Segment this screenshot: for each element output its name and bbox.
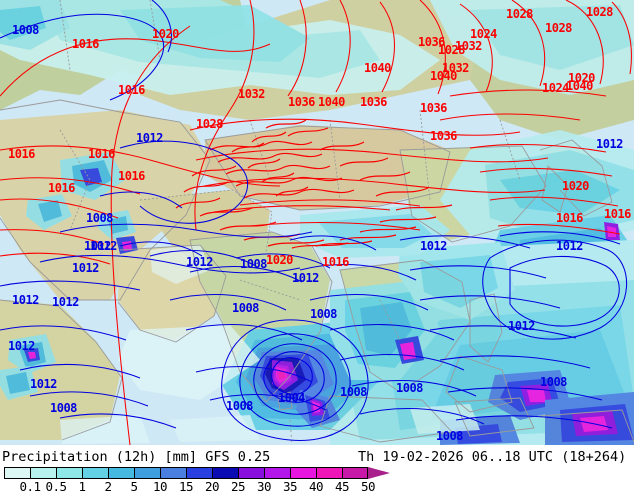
- isobar-label: 1020: [152, 27, 179, 41]
- isobar-label: 1028: [196, 117, 223, 131]
- isobar-label: 1008: [50, 401, 77, 415]
- isobar-label: 1032: [442, 61, 469, 75]
- colorbar-tick: 0.5: [45, 479, 67, 494]
- isobar-label: 1012: [420, 239, 447, 253]
- colorbar-tick: 35: [282, 479, 298, 494]
- map-footer: Precipitation (12h) [mm] GFS 0.25 Th 19-…: [0, 445, 634, 494]
- isobar-label: 1016: [118, 169, 145, 183]
- colorbar-swatch: [238, 467, 264, 479]
- colorbar-tick: 30: [256, 479, 272, 494]
- isobar-label: 1036: [360, 95, 387, 109]
- colorbar-tick: 25: [230, 479, 246, 494]
- isobar-label: 1012: [84, 239, 111, 253]
- colorbar-tick: 45: [334, 479, 350, 494]
- isobar-label: 1012: [8, 339, 35, 353]
- isobar-label: 1036: [418, 35, 445, 49]
- isobar-label: 1012: [596, 137, 623, 151]
- isobar-label: 1008: [232, 301, 259, 315]
- isobar-label: 1012: [90, 239, 117, 253]
- isobar-label: 1040: [566, 79, 593, 93]
- isobar-label: 1016: [72, 37, 99, 51]
- isobar-label: 1008: [240, 257, 267, 271]
- isobar-label: 1008: [86, 211, 113, 225]
- isobar-label: 1008: [226, 399, 253, 413]
- isobar-label: 1040: [430, 69, 457, 83]
- colorbar-swatch: [186, 467, 212, 479]
- isobar-label: 1008: [340, 385, 367, 399]
- colorbar-swatch: [82, 467, 108, 479]
- isobar-label: 1032: [455, 39, 482, 53]
- isobar-label: 1012: [292, 271, 319, 285]
- map-title: Precipitation (12h) [mm] GFS 0.25: [2, 449, 271, 465]
- isobar-label: 1024: [470, 27, 497, 41]
- colorbar-tick: 2: [104, 479, 112, 494]
- isobar-label: 1024: [542, 81, 569, 95]
- isobar-label: 1020: [266, 253, 293, 267]
- isobar-label: 1004: [278, 391, 305, 405]
- colorbar-swatch: [264, 467, 290, 479]
- isobar-label: 1016: [322, 255, 349, 269]
- colorbar-swatch: [30, 467, 56, 479]
- isobar-label: 1008: [396, 381, 423, 395]
- isobar-label: 1036: [430, 129, 457, 143]
- valid-time-stamp: Th 19-02-2026 06..18 UTC (18+264): [358, 449, 627, 465]
- isobar-label: 1008: [310, 307, 337, 321]
- isobar-label: 1036: [420, 101, 447, 115]
- isobar-label: 1016: [8, 147, 35, 161]
- isobar-label: 1012: [12, 293, 39, 307]
- colorbar-swatch: [290, 467, 316, 479]
- colorbar-tick: 50: [360, 479, 376, 494]
- isobar-label: 1016: [48, 181, 75, 195]
- colorbar-swatch: [4, 467, 30, 479]
- colorbar-swatch: [56, 467, 82, 479]
- isobar-label: 1012: [72, 261, 99, 275]
- colorbar-tick: 20: [204, 479, 220, 494]
- isobar-label: 1016: [604, 207, 631, 221]
- isobar-label: 1012: [186, 255, 213, 269]
- colorbar-tick: 1: [78, 479, 86, 494]
- isobar-label: 1016: [556, 211, 583, 225]
- isobar-label: 1036: [288, 95, 315, 109]
- isobar-label: 1040: [318, 95, 345, 109]
- colorbar-swatch: [342, 467, 368, 479]
- isobar-label: 1028: [586, 5, 613, 19]
- isobar-label: 1028: [545, 21, 572, 35]
- isobar-label: 1012: [508, 319, 535, 333]
- isobar-low-layer: [0, 0, 628, 442]
- colorbar-overflow-arrow: [368, 467, 390, 479]
- isobar-label: 1028: [506, 7, 533, 21]
- precipitation-colorbar[interactable]: [4, 467, 368, 479]
- map-layers: [0, 0, 634, 445]
- isobar-label: 1020: [562, 179, 589, 193]
- colorbar-tick: 10: [152, 479, 168, 494]
- colorbar-tick: 5: [130, 479, 138, 494]
- isobar-label: 1028: [438, 43, 465, 57]
- colorbar-tick: 15: [178, 479, 194, 494]
- isobar-label: 1020: [568, 71, 595, 85]
- isobar-label: 1012: [52, 295, 79, 309]
- isobar-label: 1016: [118, 83, 145, 97]
- colorbar-tick: 0.1: [19, 479, 41, 494]
- isobar-label: 1016: [88, 147, 115, 161]
- isobar-label: 1008: [436, 429, 463, 443]
- colorbar-swatch: [316, 467, 342, 479]
- isobar-label: 1012: [556, 239, 583, 253]
- colorbar-swatch: [134, 467, 160, 479]
- colorbar-swatch: [108, 467, 134, 479]
- map-canvas: [0, 0, 634, 445]
- isobar-label: 1008: [12, 23, 39, 37]
- colorbar-swatch: [212, 467, 238, 479]
- isobar-label: 1008: [540, 375, 567, 389]
- isobar-label: 1012: [30, 377, 57, 391]
- isobar-label: 1012: [136, 131, 163, 145]
- isobar-label: 1040: [364, 61, 391, 75]
- precipitation-map[interactable]: 1008 1016 1016 1020 1032 1036 1040 1036 1040 1036…: [0, 0, 634, 445]
- colorbar-tick: 40: [308, 479, 324, 494]
- isobar-label: 1032: [238, 87, 265, 101]
- colorbar-swatch: [160, 467, 186, 479]
